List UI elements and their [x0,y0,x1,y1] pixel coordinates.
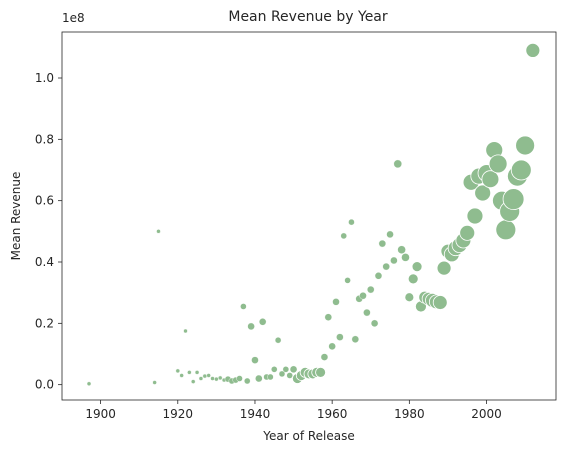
data-point [240,303,247,310]
data-point [401,253,410,262]
data-point [436,260,452,276]
data-point [274,337,282,344]
x-tick-label: 1940 [240,407,271,421]
chart-title: Mean Revenue by Year [228,9,388,25]
data-point [191,379,196,384]
data-point [244,377,251,385]
data-point [198,376,204,381]
data-point [488,154,508,174]
data-point [459,224,476,241]
data-point [247,322,255,331]
axes-layer: 1900 1920 1940 1960 1980 2000 0.0 0.2 0.4 0.6 0.8 1… [35,71,502,421]
data-point [495,219,517,241]
x-tick-label: 1920 [163,407,194,421]
data-point [340,232,347,240]
data-point [386,230,394,239]
y-tick-label: 0.6 [35,194,54,208]
data-point [251,356,259,364]
data-point [367,285,375,294]
data-point [374,272,383,280]
data-point [432,295,448,310]
y-tick-label: 0.8 [35,132,54,146]
data-point [282,366,290,373]
data-point [502,188,525,211]
data-point [411,261,423,273]
data-point [407,273,419,285]
data-point [351,335,360,343]
data-point [525,43,541,58]
data-point [359,292,367,300]
x-axis-label: Year of Release [262,429,355,443]
data-point [286,372,293,379]
data-point [218,375,223,381]
y-tick-label: 1.0 [35,71,54,85]
data-point [258,318,267,326]
data-point [86,381,92,386]
data-point [210,376,215,381]
data-point [382,262,390,271]
y-offset-label: 1e8 [62,11,85,25]
data-point [267,373,274,381]
data-point [363,308,371,317]
x-tick-label: 1980 [394,407,425,421]
data-point [179,373,184,378]
plot-frame [61,31,557,401]
data-point [324,313,332,321]
y-tick-label: 0.4 [35,255,54,269]
data-point [194,370,200,375]
data-point [370,319,379,328]
data-point [206,373,211,378]
x-tick-label: 2000 [471,407,502,421]
data-point [404,292,415,303]
data-point [336,333,344,341]
data-point [289,365,298,374]
data-point [474,184,492,202]
data-point [348,218,355,226]
data-point [481,170,500,189]
data-point [152,380,157,385]
y-tick-label: 0.2 [35,316,54,330]
data-point [202,373,207,379]
y-tick-label: 0.0 [35,378,54,392]
x-tick-label: 1960 [317,407,348,421]
data-point [320,353,329,361]
data-point [156,229,161,234]
data-point [393,159,402,169]
data-point [236,375,243,382]
data-point [397,245,406,254]
data-point [328,342,336,351]
data-point [271,366,278,373]
data-point [175,368,180,374]
data-point [515,135,536,156]
y-axis-label: Mean Revenue [9,172,23,261]
data-point [278,370,286,378]
data-point [187,370,192,375]
data-point [315,366,326,378]
points-layer [86,43,541,386]
data-point [378,239,387,248]
data-point [344,277,351,284]
data-point [466,207,484,225]
x-tick-label: 1900 [85,407,116,421]
data-point [390,256,398,265]
data-point [255,374,263,383]
data-point [332,298,340,306]
data-point [510,159,532,181]
data-point [183,328,188,334]
data-point [214,376,219,382]
